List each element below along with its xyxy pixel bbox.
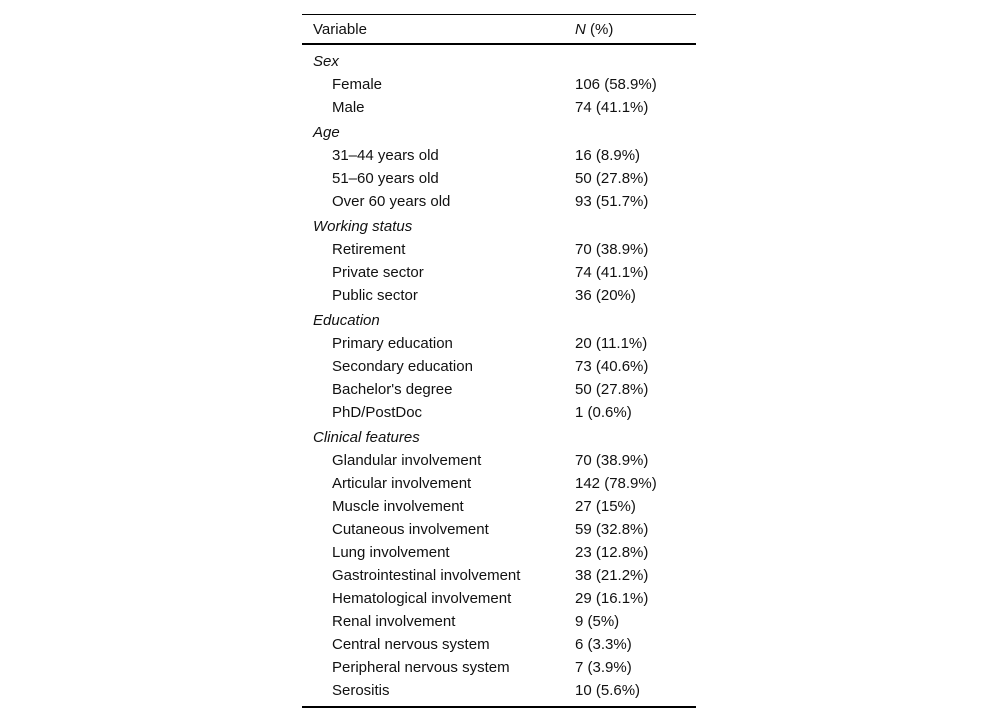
- table-row: Private sector 74 (41.1%): [302, 261, 696, 284]
- table-row: Sex: [302, 48, 696, 73]
- row-label: Education: [313, 312, 380, 329]
- row-label: 31–44 years old: [332, 147, 439, 164]
- row-value: 59 (32.8%): [575, 521, 649, 538]
- row-value: [575, 426, 696, 449]
- row-value: 36 (20%): [575, 287, 636, 304]
- row-value: 142 (78.9%): [575, 475, 657, 492]
- row-value: 16 (8.9%): [575, 147, 641, 164]
- row-label: Renal involvement: [332, 613, 456, 630]
- table-row: Peripheral nervous system 7 (3.9%): [302, 656, 696, 679]
- row-label: Female: [332, 76, 383, 93]
- row-label: Peripheral nervous system: [332, 659, 510, 676]
- table-row: Articular involvement 142 (78.9%): [302, 472, 696, 495]
- row-value: 6 (3.3%): [575, 636, 632, 653]
- row-label: Public sector: [332, 287, 418, 304]
- header-n: N: [575, 20, 586, 38]
- table-row: Over 60 years old 93 (51.7%): [302, 190, 696, 213]
- row-value: 10 (5.6%): [575, 682, 641, 699]
- row-label: Male: [332, 99, 365, 116]
- row-label: Cutaneous involvement: [332, 521, 489, 538]
- row-value: 23 (12.8%): [575, 544, 649, 561]
- row-value: [575, 121, 696, 144]
- row-value: 27 (15%): [575, 498, 636, 515]
- row-value: 1 (0.6%): [575, 404, 632, 421]
- row-value: 74 (41.1%): [575, 99, 649, 116]
- table-row: Primary education 20 (11.1%): [302, 332, 696, 355]
- row-value: [575, 50, 696, 73]
- header-variable: Variable: [313, 20, 367, 38]
- table-header-row: Variable N (%): [302, 14, 696, 45]
- row-value: 93 (51.7%): [575, 193, 649, 210]
- row-label: Gastrointestinal involvement: [332, 567, 521, 584]
- table-row: Lung involvement 23 (12.8%): [302, 541, 696, 564]
- table-row: Education: [302, 307, 696, 332]
- table-row: Secondary education 73 (40.6%): [302, 355, 696, 378]
- row-label: Bachelor's degree: [332, 381, 453, 398]
- row-label: Central nervous system: [332, 636, 490, 653]
- row-value: 70 (38.9%): [575, 452, 649, 469]
- row-label: Hematological involvement: [332, 590, 512, 607]
- row-label: Sex: [313, 53, 339, 70]
- table-row: Public sector 36 (20%): [302, 284, 696, 307]
- row-label: Secondary education: [332, 358, 473, 375]
- table-row: Male 74 (41.1%): [302, 96, 696, 119]
- row-value: 7 (3.9%): [575, 659, 632, 676]
- row-label: Over 60 years old: [332, 193, 451, 210]
- table-row: Muscle involvement 27 (15%): [302, 495, 696, 518]
- row-value: 106 (58.9%): [575, 76, 657, 93]
- table-row: Serositis 10 (5.6%): [302, 679, 696, 702]
- table-row: Gastrointestinal involvement 38 (21.2%): [302, 564, 696, 587]
- table-row: Working status: [302, 213, 696, 238]
- row-value: 70 (38.9%): [575, 241, 649, 258]
- table-row: Renal involvement 9 (5%): [302, 610, 696, 633]
- table-row: Central nervous system 6 (3.3%): [302, 633, 696, 656]
- demographics-table: Variable N (%) Sex Female 106 (58.9%) Ma…: [302, 14, 696, 708]
- row-value: 29 (16.1%): [575, 590, 649, 607]
- table-row: Hematological involvement 29 (16.1%): [302, 587, 696, 610]
- header-n-percent: N (%): [575, 21, 696, 38]
- row-value: 74 (41.1%): [575, 264, 649, 281]
- row-value: 38 (21.2%): [575, 567, 649, 584]
- row-label: PhD/PostDoc: [332, 404, 423, 421]
- table-row: Female 106 (58.9%): [302, 73, 696, 96]
- table-row: Retirement 70 (38.9%): [302, 238, 696, 261]
- row-label: Working status: [313, 218, 413, 235]
- row-label: Clinical features: [313, 429, 420, 446]
- row-value: 20 (11.1%): [575, 335, 648, 352]
- row-label: Age: [313, 124, 340, 141]
- row-value: 73 (40.6%): [575, 358, 649, 375]
- row-label: Primary education: [332, 335, 453, 352]
- row-value: 9 (5%): [575, 613, 620, 630]
- table-row: Age: [302, 119, 696, 144]
- header-percent: (%): [585, 20, 614, 38]
- row-value: [575, 215, 696, 238]
- row-label: Muscle involvement: [332, 498, 464, 515]
- row-value: 50 (27.8%): [575, 170, 649, 187]
- table-row: 51–60 years old 50 (27.8%): [302, 167, 696, 190]
- row-label: Lung involvement: [332, 544, 450, 561]
- row-label: 51–60 years old: [332, 170, 439, 187]
- row-label: Serositis: [332, 682, 390, 699]
- table-row: PhD/PostDoc 1 (0.6%): [302, 401, 696, 424]
- row-value: 50 (27.8%): [575, 381, 649, 398]
- row-label: Glandular involvement: [332, 452, 482, 469]
- row-label: Private sector: [332, 264, 424, 281]
- row-label: Articular involvement: [332, 475, 472, 492]
- table-row: Cutaneous involvement 59 (32.8%): [302, 518, 696, 541]
- table-body: Sex Female 106 (58.9%) Male 74 (41.1%) A…: [302, 45, 696, 708]
- table-row: Bachelor's degree 50 (27.8%): [302, 378, 696, 401]
- row-label: Retirement: [332, 241, 406, 258]
- table-row: Clinical features: [302, 424, 696, 449]
- row-value: [575, 309, 696, 332]
- table-row: 31–44 years old 16 (8.9%): [302, 144, 696, 167]
- table-row: Glandular involvement 70 (38.9%): [302, 449, 696, 472]
